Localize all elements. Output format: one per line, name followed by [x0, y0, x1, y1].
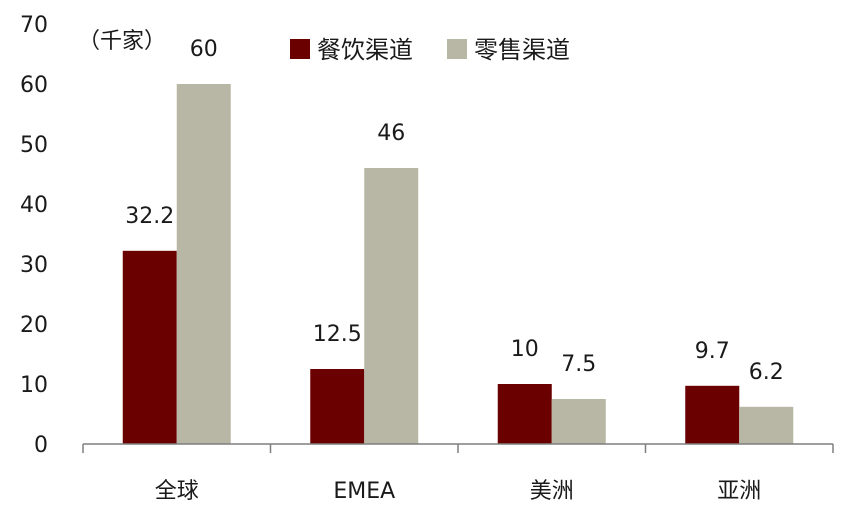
bar-retail-3: [739, 406, 794, 444]
data-label: 32.2: [125, 204, 174, 229]
legend-label: 餐饮渠道: [317, 36, 413, 64]
y-tick-label: 10: [20, 373, 48, 398]
bar-retail-0: [176, 84, 231, 444]
category-labels: 全球 EMEA 美洲 亚洲: [155, 479, 762, 504]
bar-dining-3: [685, 385, 740, 444]
legend-label: 零售渠道: [474, 36, 570, 64]
unit-label: （千家）: [78, 29, 166, 54]
bar-retail-2: [551, 399, 606, 444]
y-tick-label: 50: [20, 133, 48, 158]
category-label: 全球: [155, 479, 199, 504]
data-label: 46: [377, 121, 405, 146]
legend: 餐饮渠道 零售渠道: [290, 36, 570, 64]
y-tick-label: 60: [20, 73, 48, 98]
data-label: 60: [190, 37, 218, 62]
category-label: EMEA: [333, 479, 395, 504]
y-axis-ticks: 0 10 20 30 40 50 60 70: [20, 13, 48, 458]
bar-dining-1: [310, 369, 365, 444]
category-label: 亚洲: [717, 479, 761, 504]
bars: [122, 84, 794, 444]
data-label: 9.7: [695, 339, 730, 364]
y-tick-label: 0: [34, 433, 48, 458]
y-tick-label: 20: [20, 313, 48, 338]
data-labels: 32.2 60 12.5 46 10 7.5 9.7 6.2: [125, 37, 783, 385]
y-tick-label: 70: [20, 13, 48, 38]
bar-retail-1: [364, 168, 419, 444]
legend-swatch: [447, 39, 467, 59]
data-label: 10: [511, 337, 539, 362]
category-label: 美洲: [530, 479, 574, 504]
data-label: 6.2: [749, 360, 784, 385]
legend-swatch: [290, 39, 310, 59]
bar-dining-0: [122, 250, 177, 444]
bar-dining-2: [497, 384, 552, 444]
y-tick-label: 30: [20, 253, 48, 278]
y-tick-label: 40: [20, 193, 48, 218]
x-axis-ticks: [82, 444, 834, 453]
data-label: 12.5: [313, 322, 362, 347]
data-label: 7.5: [561, 352, 596, 377]
